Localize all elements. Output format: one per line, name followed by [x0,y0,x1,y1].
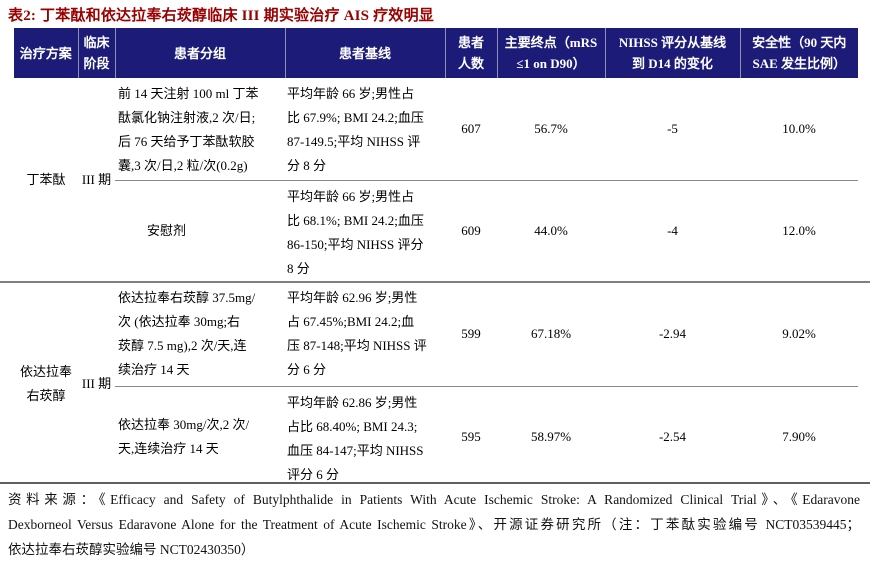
nihss-change-cell: -4 [667,223,678,239]
patient-baseline-cell: 平均年龄 66 岁;男性占比 67.9%; BMI 24.2;血压 87-149.… [285,78,445,181]
column-header-patient-count: 患者 人数 [444,28,497,78]
group-divider-line [0,281,870,283]
table-row: 依达拉奉 右莰醇 III 期 依达拉奉右莰醇 37.5mg/次 (依达拉奉 30m… [14,282,858,403]
patient-count-cell: 599 [445,282,497,387]
patient-group-cell: 依达拉奉右莰醇 37.5mg/次 (依达拉奉 30mg;右 莰醇 7.5 mg),… [115,282,285,387]
patient-count-cell: 595 [461,428,481,444]
clinical-stage-cell: III 期 [81,172,112,187]
primary-endpoint-cell: 44.0% [534,223,568,239]
patient-baseline-cell: 平均年龄 66 岁;男性占比 68.1%; BMI 24.2;血压 86-150;… [287,188,424,276]
table-row: 依达拉奉 30mg/次,2 次/天,连续治疗 14 天 平均年龄 62.86 岁… [14,386,858,487]
column-header-patient-baseline: 患者基线 [284,28,445,78]
clinical-stage-cell: III 期 [81,376,112,392]
header-row: 治疗方案 临床 阶段 患者分组 患者基线 患者 人数 主要终点（mRS ≤1 on D… [14,28,858,78]
primary-endpoint-cell: 56.7% [497,78,605,181]
source-line: 资料来源：《Efficacy and Safety of Butylphthal… [8,492,860,507]
patient-group-cell: 依达拉奉 30mg/次,2 次/天,连续治疗 14 天 [118,416,250,456]
primary-endpoint-cell: 67.18% [497,282,605,387]
nihss-change-cell: -2.54 [658,428,687,444]
source-line: Dexborneol Versus Edaravone Alone for th… [8,517,860,532]
primary-endpoint-cell: 58.97% [530,428,572,444]
column-header-primary-endpoint: 主要终点（mRS ≤1 on D90） [496,28,605,78]
patient-baseline-cell: 平均年龄 62.86 岁;男性 占比 68.40%; BMI 24.3; 血压 84… [287,394,424,482]
source-line: 依达拉奉右莰醇实验编号 NCT02430350） [8,542,255,557]
safety-cell: 12.0% [782,223,816,239]
clinical-trial-table: 治疗方案 临床 阶段 患者分组 患者基线 患者 人数 主要终点（mRS ≤1 on D… [14,28,858,487]
treatment-scheme-cell: 丁苯酞 [26,172,66,187]
column-header-nihss-change: NIHSS 评分从基线到 D14 的变化 [604,28,740,78]
column-header-safety: 安全性（90 天内 SAE 发生比例） [739,28,858,78]
patient-count-cell: 609 [461,223,481,239]
patient-count-cell: 607 [445,78,497,181]
nihss-change-cell: -5 [605,78,740,181]
table-row: 安慰剂 平均年龄 66 岁;男性占比 68.1%; BMI 24.2;血压 86-… [14,180,858,282]
safety-cell: 10.0% [740,78,858,181]
table-bottom-border [0,482,870,484]
table-title: 表2: 丁苯酞和依达拉奉右莰醇临床 III 期实验治疗 AIS 疗效明显 [8,8,434,24]
column-header-treatment-scheme: 治疗方案 [14,28,78,78]
patient-group-cell: 前 14 天注射 100 ml 丁苯 酞氯化钠注射液,2 次/日; 后 76 天给予… [115,78,285,181]
safety-cell: 9.02% [740,282,858,387]
column-header-patient-group: 患者分组 [114,28,285,78]
source-note: 资料来源：《Efficacy and Safety of Butylphthal… [8,487,860,562]
treatment-scheme-cell: 依达拉奉 右莰醇 [19,364,72,404]
patient-baseline-cell: 平均年龄 62.96 岁;男性占 67.45%;BMI 24.2;血压 87-1… [285,282,445,387]
safety-cell: 7.90% [782,428,816,444]
table-row: 丁苯酞 III 期 前 14 天注射 100 ml 丁苯 酞氯化钠注射液,2 次/… [14,78,858,187]
nihss-change-cell: -2.94 [605,282,740,387]
column-header-clinical-stage: 临床 阶段 [77,28,115,78]
patient-group-cell: 安慰剂 [147,223,187,239]
